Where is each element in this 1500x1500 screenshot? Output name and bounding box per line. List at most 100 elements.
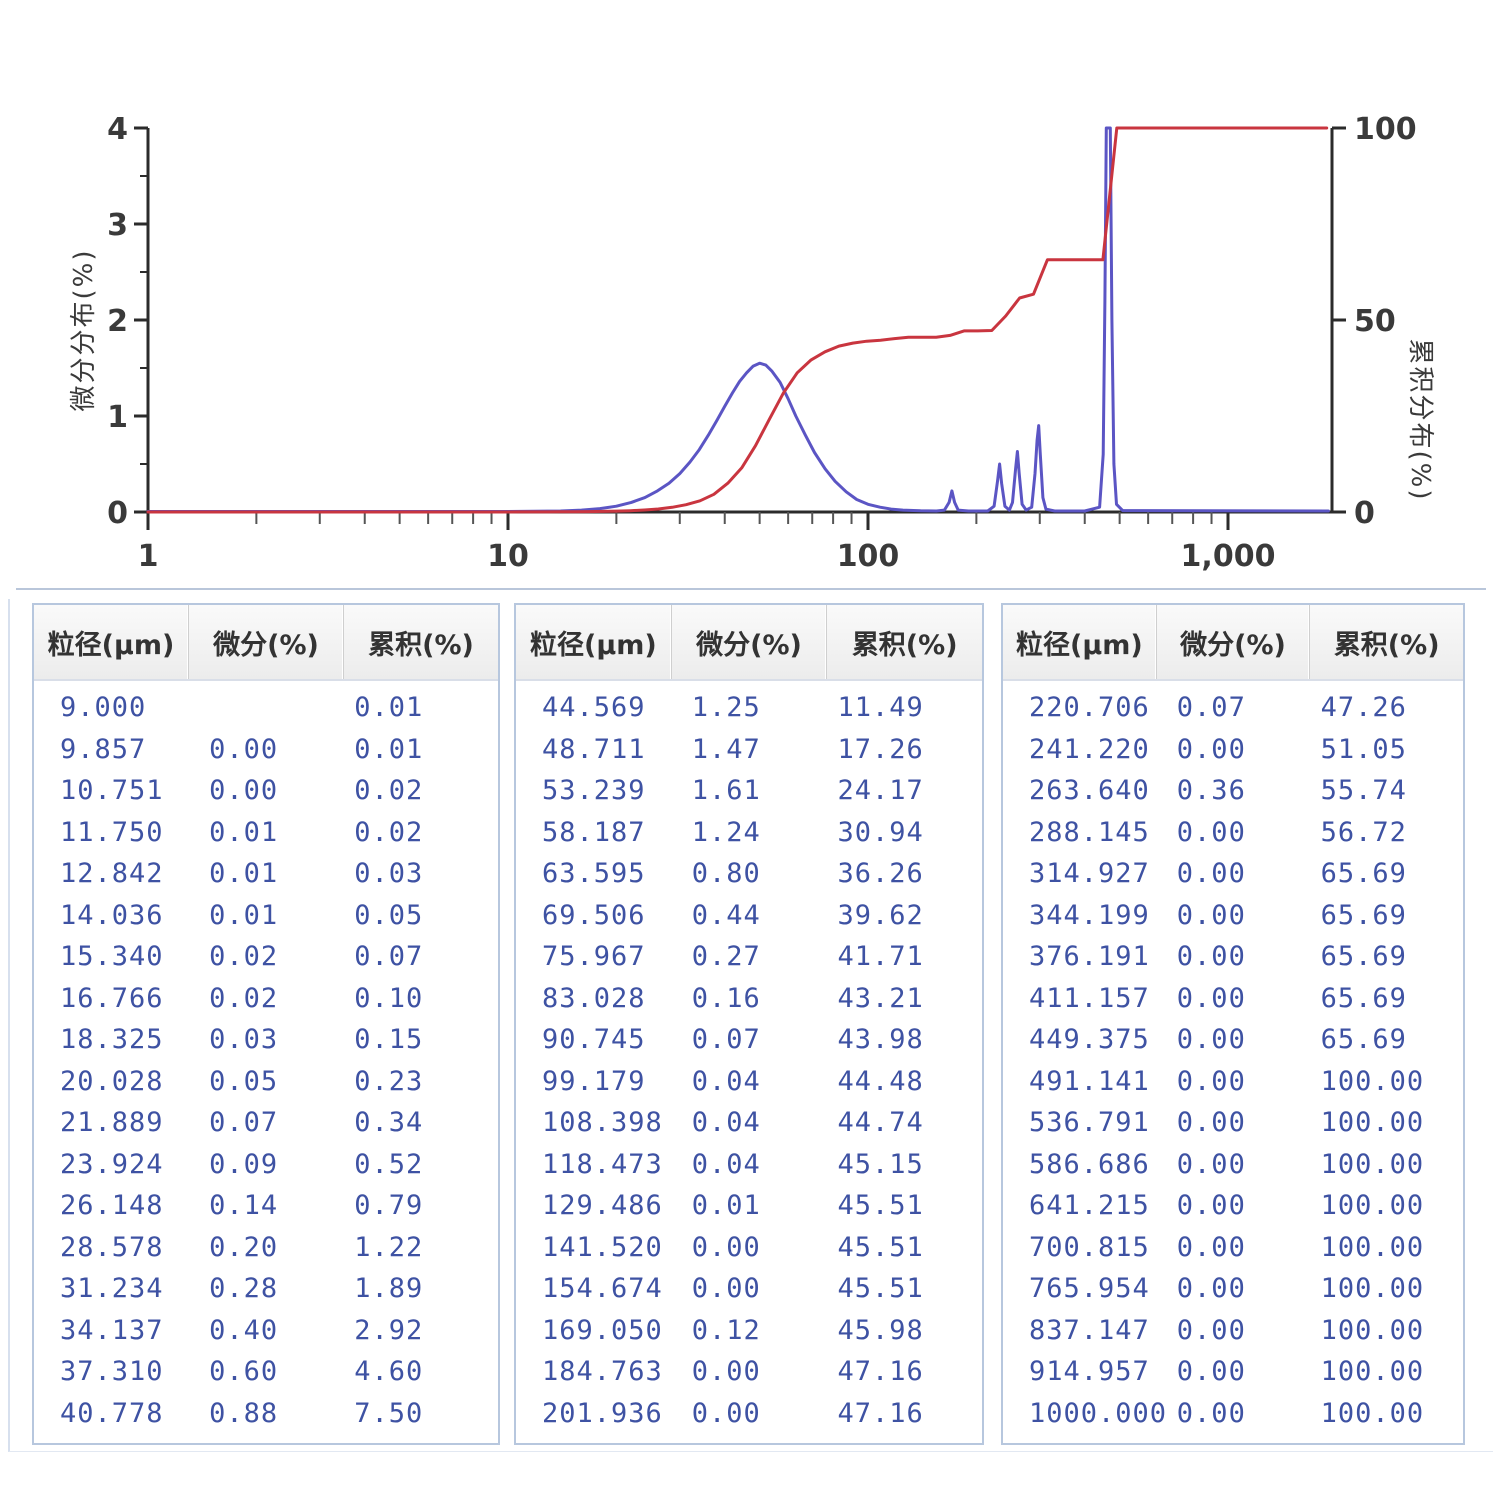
right-axis-title: 累积分布(%) [1405, 339, 1435, 502]
table-cell: 44.569 [542, 692, 646, 724]
column-header-cumulative: 累积(%) [851, 629, 958, 661]
right-tick-label: 50 [1354, 304, 1396, 339]
left-tick-label: 2 [107, 304, 128, 339]
table-cell: 2.92 [354, 1314, 424, 1346]
table-cell: 0.01 [354, 733, 424, 765]
table-row: 376.191 0.00 65.69 [1003, 936, 1463, 978]
table-cell: 100.00 [1320, 1397, 1425, 1429]
table-cell: 45.51 [837, 1190, 924, 1222]
table-row: 26.148 0.14 0.79 [34, 1185, 498, 1227]
table-cell: 0.00 [691, 1356, 761, 1388]
table-cell: 491.141 [1029, 1065, 1150, 1097]
column-header-differential: 微分(%) [189, 605, 344, 679]
table-cell: 314.927 [1029, 858, 1150, 890]
table-row: 69.506 0.44 39.62 [516, 895, 982, 937]
table-cell: 7.50 [354, 1397, 424, 1429]
table-cell: 100.00 [1320, 1356, 1425, 1388]
table-cell: 0.23 [354, 1065, 424, 1097]
table-cell: 0.00 [1176, 1397, 1246, 1429]
table-row: 641.215 0.00 100.00 [1003, 1185, 1463, 1227]
series-differential [146, 126, 1330, 513]
table-cell: 44.48 [837, 1065, 924, 1097]
table-row: 16.766 0.02 0.10 [34, 978, 498, 1020]
table-cell: 0.02 [209, 941, 279, 973]
table-cell: 118.473 [542, 1148, 663, 1180]
column-header-differential: 微分(%) [1157, 605, 1311, 679]
table-row: 344.199 0.00 65.69 [1003, 895, 1463, 937]
table-cell: 53.239 [542, 775, 646, 807]
table-cell: 154.674 [542, 1273, 663, 1305]
table-cell: 65.69 [1320, 1024, 1407, 1056]
table-cell: 1.25 [691, 692, 761, 724]
table-cell: 0.12 [691, 1314, 761, 1346]
table-cell: 45.51 [837, 1273, 924, 1305]
table-cell: 23.924 [60, 1148, 164, 1180]
table-cell: 47.16 [837, 1397, 924, 1429]
table-cell: 0.04 [691, 1107, 761, 1139]
table-cell: 75.967 [542, 941, 646, 973]
table-cell: 41.71 [837, 941, 924, 973]
table-row: 12.842 0.01 0.03 [34, 853, 498, 895]
table-cell: 169.050 [542, 1314, 663, 1346]
table-row: 11.750 0.01 0.02 [34, 812, 498, 854]
table-row: 14.036 0.01 0.05 [34, 895, 498, 937]
table-row: 15.340 0.02 0.07 [34, 936, 498, 978]
table-row: 201.936 0.00 47.16 [516, 1393, 982, 1435]
table-row: 10.751 0.00 0.02 [34, 770, 498, 812]
table-cell: 47.16 [837, 1356, 924, 1388]
table-cell: 65.69 [1320, 899, 1407, 931]
table-row: 20.028 0.05 0.23 [34, 1061, 498, 1103]
table-cell: 0.00 [691, 1273, 761, 1305]
table-cell: 0.40 [209, 1314, 279, 1346]
table-cell: 0.01 [691, 1190, 761, 1222]
table-cell: 344.199 [1029, 899, 1150, 931]
table-cell: 0.60 [209, 1356, 279, 1388]
table-cell: 0.00 [1176, 733, 1246, 765]
table-cell: 0.28 [209, 1273, 279, 1305]
table-cell: 14.036 [60, 899, 164, 931]
left-tick-label: 1 [107, 400, 128, 435]
table-cell: 288.145 [1029, 816, 1150, 848]
table-cell: 34.137 [60, 1314, 164, 1346]
table-cell: 0.14 [209, 1190, 279, 1222]
table-cell: 30.94 [837, 816, 924, 848]
table-cell: 0.79 [354, 1190, 424, 1222]
table-cell: 0.02 [209, 982, 279, 1014]
table-row: 449.375 0.00 65.69 [1003, 1019, 1463, 1061]
table-cell: 90.745 [542, 1024, 646, 1056]
table-row: 837.147 0.00 100.00 [1003, 1310, 1463, 1352]
table-cell: 100.00 [1320, 1107, 1425, 1139]
table-row: 118.473 0.04 45.15 [516, 1144, 982, 1186]
table-row: 700.815 0.00 100.00 [1003, 1227, 1463, 1269]
table-cell: 0.05 [209, 1065, 279, 1097]
table-cell: 263.640 [1029, 775, 1150, 807]
table-cell: 45.51 [837, 1231, 924, 1263]
table-cell: 1.47 [691, 733, 761, 765]
table-cell: 99.179 [542, 1065, 646, 1097]
table-cell: 0.00 [209, 733, 279, 765]
table-cell: 65.69 [1320, 982, 1407, 1014]
column-header-differential: 微分(%) [672, 605, 828, 679]
table-row: 9.000 0.01 [34, 687, 498, 729]
table-row: 765.954 0.00 100.00 [1003, 1268, 1463, 1310]
left-tick-label: 0 [107, 496, 128, 531]
table-row: 37.310 0.60 4.60 [34, 1351, 498, 1393]
table-cell: 0.00 [1176, 941, 1246, 973]
table-cell: 39.62 [837, 899, 924, 931]
table-cell: 700.815 [1029, 1231, 1150, 1263]
table-cell: 0.07 [354, 941, 424, 973]
table-cell: 241.220 [1029, 733, 1150, 765]
table-cell: 0.00 [1176, 858, 1246, 890]
table-cell: 0.01 [209, 816, 279, 848]
table-cell: 0.00 [1176, 1024, 1246, 1056]
table-cell: 0.02 [354, 775, 424, 807]
table-cell: 10.751 [60, 775, 164, 807]
table-row: 263.640 0.36 55.74 [1003, 770, 1463, 812]
table-row: 44.569 1.25 11.49 [516, 687, 982, 729]
table-row: 75.967 0.27 41.71 [516, 936, 982, 978]
table-cell: 0.16 [691, 982, 761, 1014]
table-cell: 641.215 [1029, 1190, 1150, 1222]
table-row: 90.745 0.07 43.98 [516, 1019, 982, 1061]
table-cell: 100.00 [1320, 1190, 1425, 1222]
table-cell: 0.15 [354, 1024, 424, 1056]
